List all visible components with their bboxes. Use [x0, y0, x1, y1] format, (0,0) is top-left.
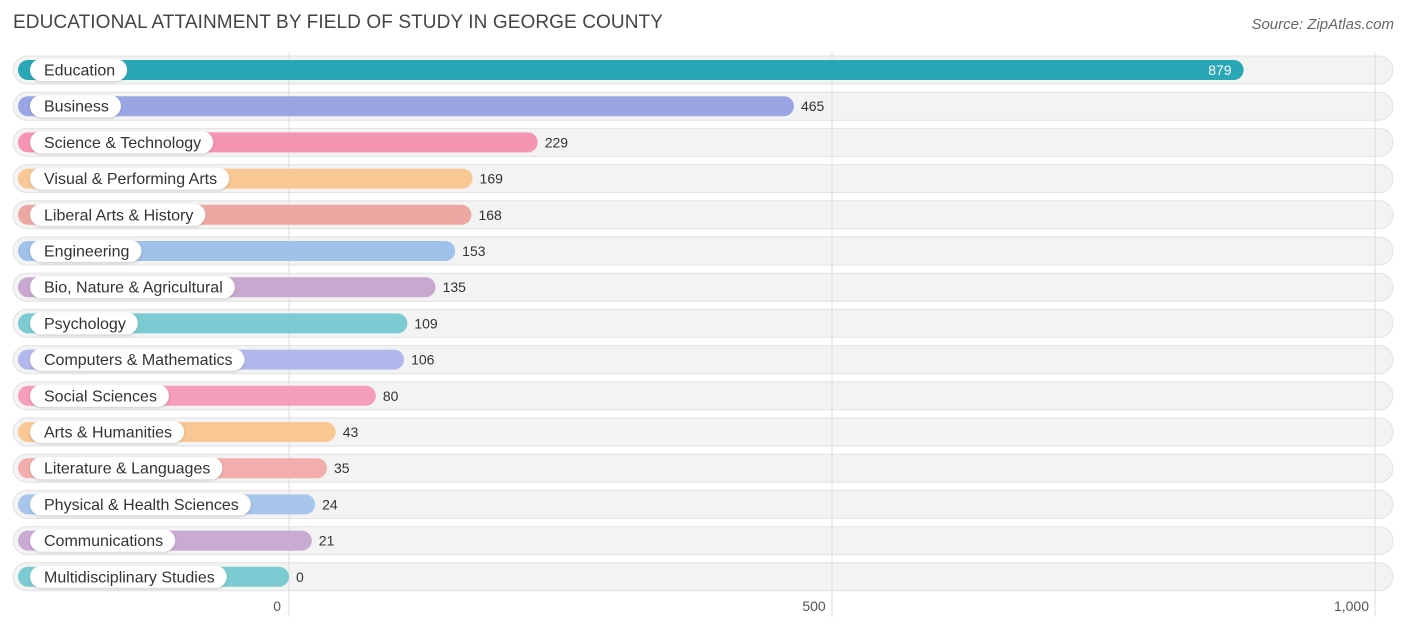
row-track: [12, 526, 1394, 556]
category-pill: [30, 95, 121, 118]
value-label: 879: [1208, 62, 1232, 78]
category-label: Physical & Health Sciences: [44, 497, 239, 514]
category-label: Education: [44, 63, 115, 80]
x-tick-label: 0: [273, 598, 281, 614]
category-label: Multidisciplinary Studies: [44, 569, 215, 586]
row-track: [12, 489, 1394, 519]
category-label: Social Sciences: [44, 388, 157, 405]
category-pill: [30, 203, 206, 226]
value-label: 106: [411, 352, 435, 368]
row-track: [12, 453, 1394, 483]
value-label: 24: [322, 496, 338, 512]
category-label: Engineering: [44, 244, 129, 261]
category-label: Literature & Languages: [44, 461, 210, 478]
row-track: [12, 417, 1394, 447]
bar: [18, 96, 794, 117]
value-label: 0: [296, 569, 304, 585]
source-note: Source: ZipAtlas.com: [1251, 16, 1394, 33]
category-pill: [30, 348, 245, 371]
value-label: 168: [478, 207, 502, 223]
value-label: 153: [462, 243, 486, 259]
category-label: Computers & Mathematics: [44, 352, 233, 369]
category-label: Business: [44, 99, 109, 116]
row-track: [12, 562, 1394, 592]
value-label: 80: [383, 388, 399, 404]
category-pill: [30, 276, 235, 299]
category-pill: [30, 565, 227, 588]
value-label: 229: [545, 134, 569, 150]
value-label: 465: [801, 98, 825, 114]
bar: [18, 60, 1244, 80]
category-pill: [30, 529, 176, 552]
category-label: Arts & Humanities: [44, 425, 172, 442]
category-label: Visual & Performing Arts: [44, 171, 217, 188]
x-tick-label: 1,000: [1334, 598, 1369, 614]
value-label: 35: [334, 460, 350, 476]
category-pill: [30, 312, 138, 335]
category-label: Bio, Nature & Agricultural: [44, 280, 223, 297]
category-pill: [30, 59, 128, 81]
value-label: 169: [480, 171, 504, 187]
category-label: Communications: [44, 533, 163, 550]
chart-title: EDUCATIONAL ATTAINMENT BY FIELD OF STUDY…: [13, 12, 664, 33]
category-pill: [30, 384, 169, 407]
value-label: 135: [443, 279, 467, 295]
value-label: 21: [319, 533, 335, 549]
x-tick-label: 500: [802, 598, 826, 614]
category-pill: [30, 493, 251, 516]
category-label: Science & Technology: [44, 135, 201, 152]
value-label: 43: [343, 424, 359, 440]
category-label: Psychology: [44, 316, 126, 333]
value-label: 109: [414, 315, 438, 331]
category-label: Liberal Arts & History: [44, 207, 193, 224]
category-pill: [30, 131, 214, 154]
category-pill: [30, 240, 142, 262]
category-pill: [30, 167, 230, 190]
category-pill: [30, 421, 185, 443]
category-pill: [30, 457, 223, 480]
